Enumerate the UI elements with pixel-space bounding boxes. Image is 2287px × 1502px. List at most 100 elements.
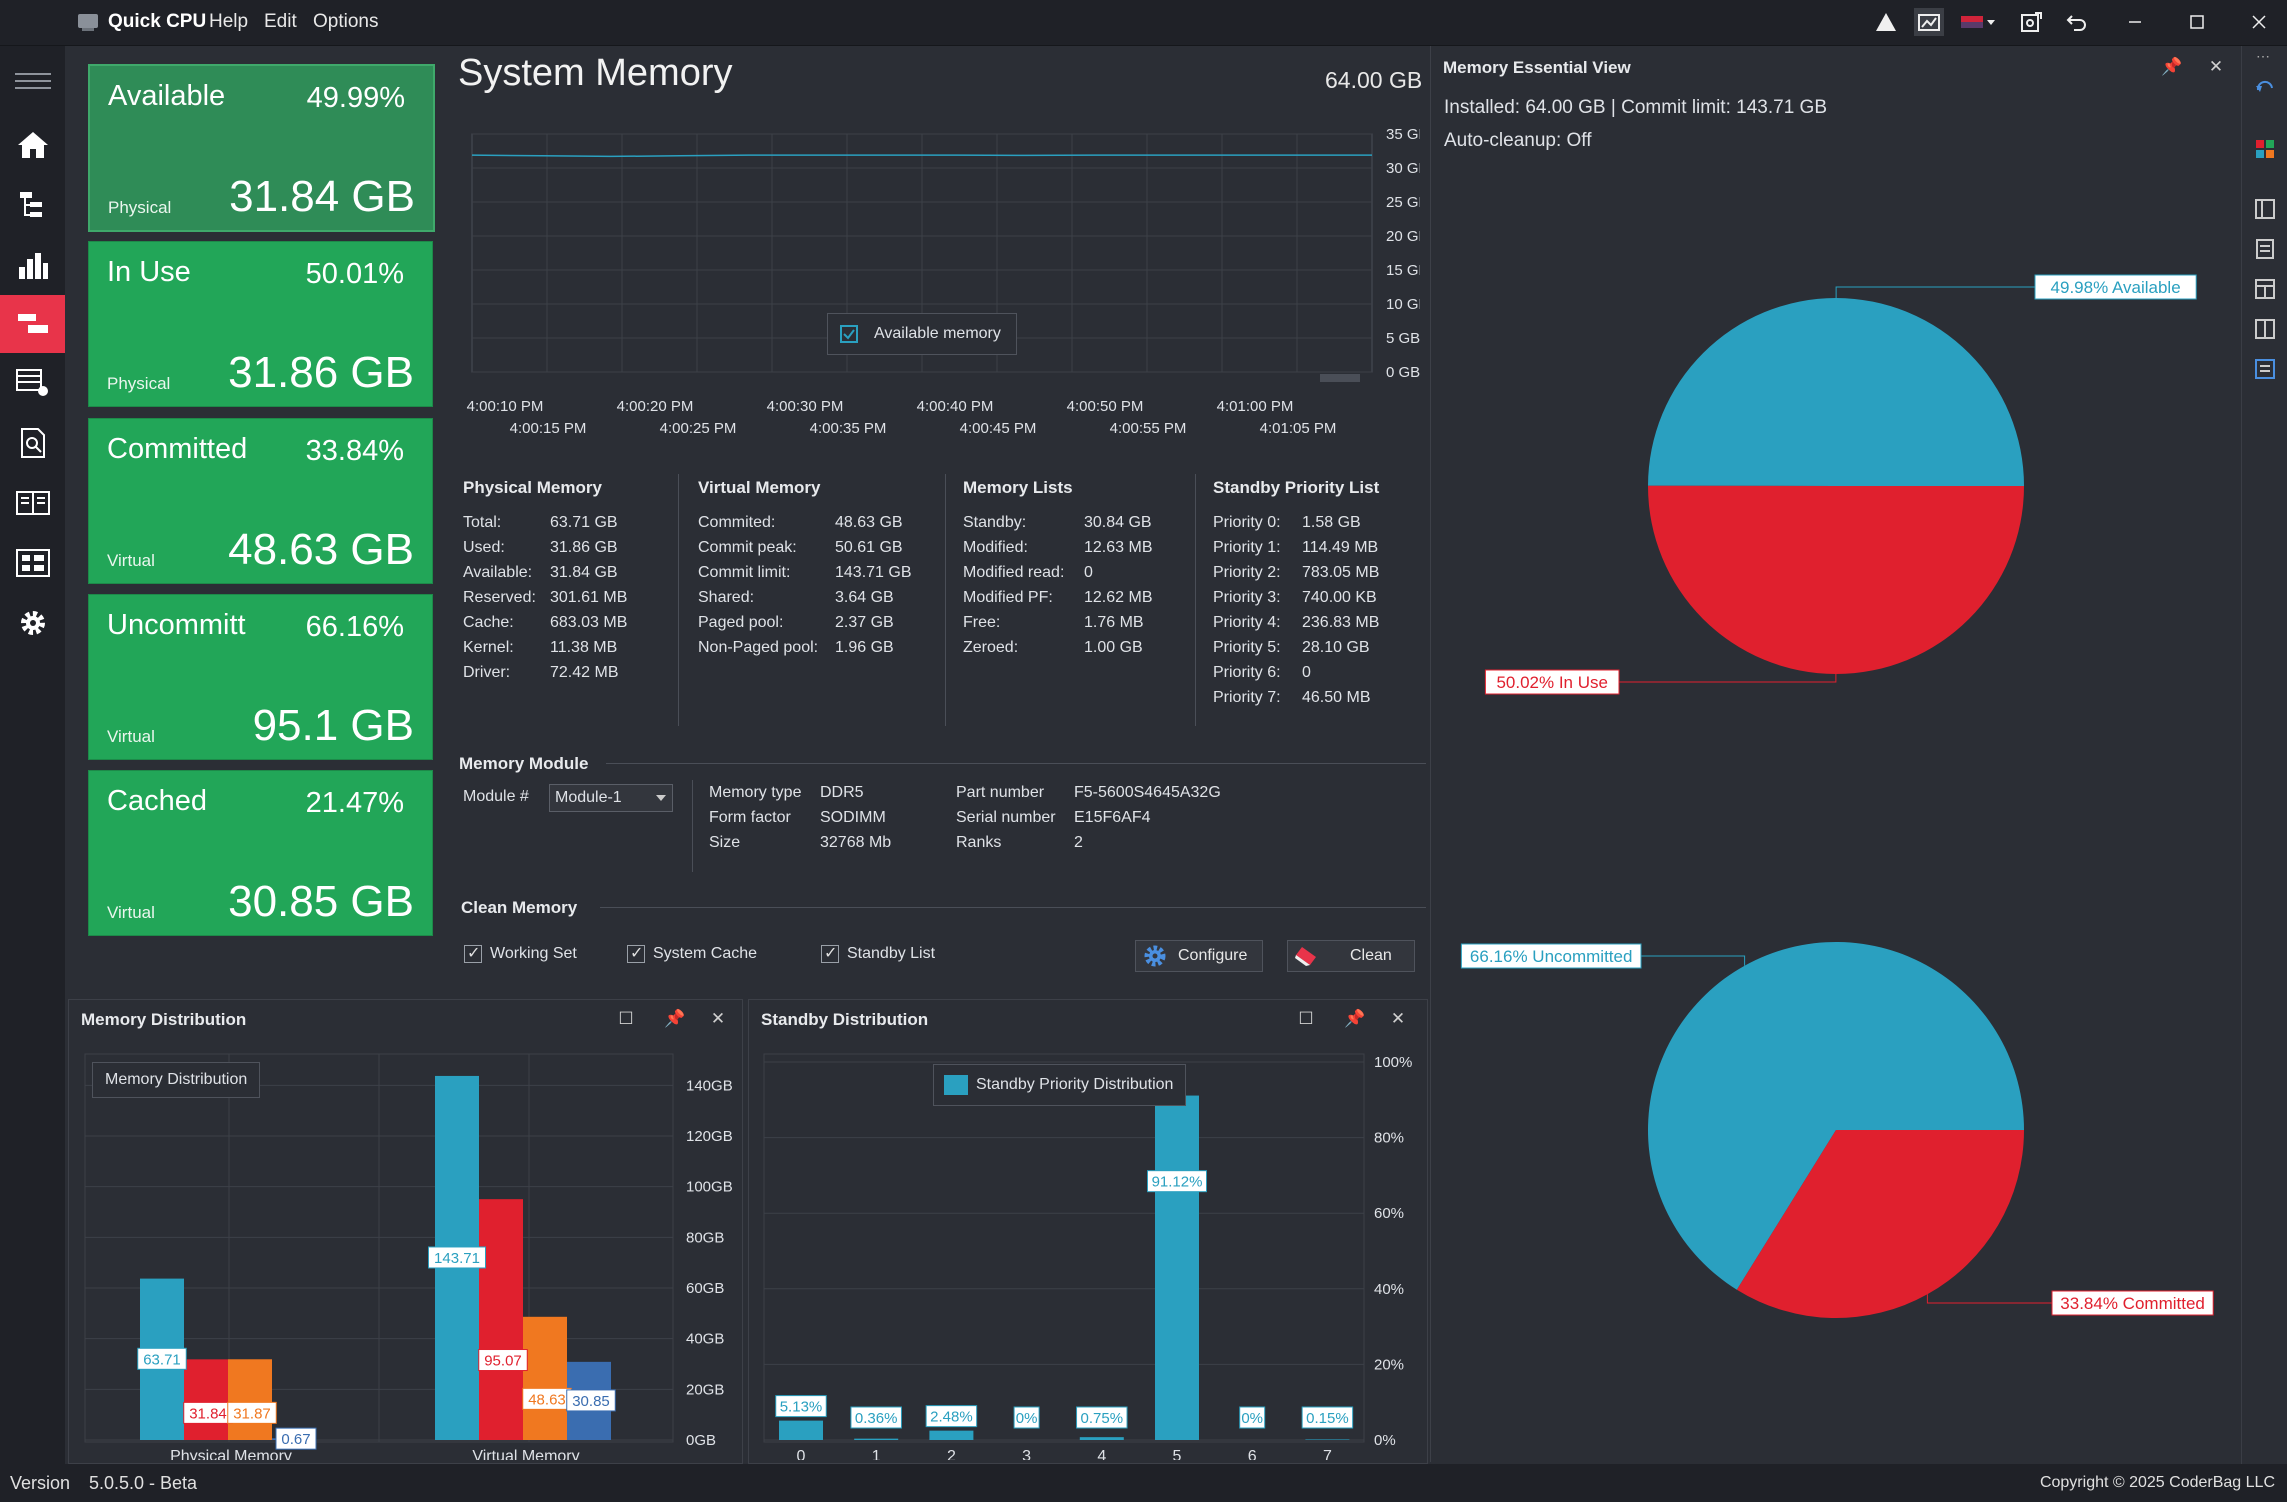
document-search-icon[interactable] [0,414,65,472]
info-value: 32768 Mb [820,834,892,851]
legend-checkbox[interactable] [840,325,858,343]
info-key: Available: [463,564,533,581]
info-row: Priority 1: 114.49 MB [1213,539,1378,557]
pie-slice [1736,1130,2024,1318]
info-value: 783.05 MB [1302,564,1380,581]
bar [523,1316,567,1440]
configure-button[interactable]: Configure [1135,940,1263,972]
data-label: 2.48% [930,1409,973,1426]
layout-icon[interactable] [2254,198,2276,220]
screenshot-icon[interactable] [1914,8,1944,36]
close-panel-icon[interactable]: ✕ [710,1009,726,1028]
right-rail: ⋯ [2241,46,2287,1464]
chart-legend[interactable]: Available memory [827,313,1017,355]
minimize-icon[interactable] [2120,8,2150,36]
info-value: E15F6AF4 [1074,809,1151,826]
close-panel-icon[interactable]: ✕ [1390,1009,1406,1028]
info-key: Standby: [963,514,1027,531]
info-key: Driver: [463,664,511,681]
info-value: 114.49 MB [1302,539,1379,556]
chart-scrollbar[interactable] [1320,374,1360,382]
tree-view-icon[interactable] [0,176,65,234]
close-icon[interactable] [2244,8,2274,36]
auto-cleanup-info: Auto-cleanup: Off [1444,130,1592,151]
card-in-use[interactable]: In Use 50.01% Physical 31.86 GB [88,241,433,407]
undo-icon[interactable] [2062,8,2092,36]
x-tick-label: 4:00:40 PM [917,398,994,415]
pie-label-box [1484,669,1620,695]
module-label: Module # [463,788,529,805]
export-icon[interactable] [2016,8,2046,36]
y-tick-label: 120GB [686,1128,733,1145]
card-value: 30.85 GB [228,877,414,926]
memory-nav-icon[interactable] [0,295,65,353]
maximize-icon[interactable] [2182,8,2212,36]
pin-icon[interactable]: 📌 [2161,57,2183,76]
card-uncommitted[interactable]: Uncommitt 66.16% Virtual 95.1 GB [88,594,433,760]
x-tick-label: 4:00:35 PM [810,420,887,437]
details-icon[interactable] [2254,358,2276,380]
info-row: Priority 2: 783.05 MB [1213,564,1379,582]
book-icon[interactable] [0,474,65,532]
close-panel-icon[interactable]: ✕ [2208,57,2224,76]
module-select[interactable]: Module-1 [549,784,673,812]
y-tick-label: 20 GB [1386,228,1420,245]
card-label: Uncommitt [107,609,246,641]
panel-layout-icon[interactable] [2254,278,2276,300]
card-committed[interactable]: Committed 33.84% Virtual 48.63 GB [88,418,433,584]
menu-options[interactable]: Options [313,11,379,32]
bar [779,1420,823,1440]
color-grid-icon[interactable] [2254,138,2276,160]
working-set-checkbox[interactable] [464,943,482,963]
clean-label: Clean [1350,947,1392,964]
settings-gear-icon[interactable] [0,594,65,652]
card-sub: Physical [108,198,172,217]
card-cached[interactable]: Cached 21.47% Virtual 30.85 GB [88,770,433,936]
info-key: Free: [963,614,1001,631]
list-icon[interactable] [2254,238,2276,260]
info-value: 301.61 MB [550,589,628,606]
info-value: 2 [1074,834,1083,851]
info-key: Cache: [463,614,514,631]
more-icon[interactable]: ⋯ [2256,48,2270,64]
info-key: Priority 6: [1213,664,1281,681]
menu-edit[interactable]: Edit [264,11,297,32]
standby-list-checkbox[interactable] [821,943,839,963]
maximize-panel-icon[interactable]: ☐ [1298,1009,1314,1028]
pin-icon[interactable]: 📌 [664,1009,686,1028]
bar [1155,1095,1199,1440]
bar-chart-icon[interactable] [0,236,65,294]
memory-lists-title: Memory Lists [963,478,1073,497]
columns-icon[interactable] [2254,318,2276,340]
info-value: 2.37 GB [835,614,894,631]
info-key: Commit limit: [698,564,791,581]
dashboard-icon[interactable] [0,534,65,592]
x-tick-label: 4:00:45 PM [960,420,1037,437]
info-value: 63.71 GB [550,514,618,531]
clean-memory-title: Clean Memory [461,898,578,917]
info-row: Modified read: 0 [963,564,1093,582]
standby-priority-title: Standby Priority List [1213,478,1380,497]
info-row: Commit peak: 50.61 GB [698,539,903,557]
info-value: 31.84 GB [550,564,618,581]
hamburger-menu-icon[interactable] [0,58,65,104]
card-label: Available [108,80,226,112]
theme-color-icon[interactable] [1958,8,1998,36]
y-tick-label: 80GB [686,1229,724,1246]
warning-icon[interactable] [1871,8,1901,36]
pie-label: 49.98% Available [2051,278,2181,297]
menu-help[interactable]: Help [209,11,249,32]
pin-icon[interactable]: 📌 [1344,1009,1366,1028]
maximize-panel-icon[interactable]: ☐ [618,1009,634,1028]
table-settings-icon[interactable] [0,354,65,412]
y-tick-label: 100GB [686,1179,733,1196]
system-cache-checkbox[interactable] [627,943,645,963]
refresh-icon[interactable] [2254,80,2276,102]
info-key: Non-Paged pool: [698,639,819,656]
app-name: Quick CPU [108,11,207,32]
x-tick-label: 4:00:10 PM [467,398,544,415]
home-icon[interactable] [0,116,65,174]
card-available[interactable]: Available 49.99% Physical 31.84 GB [88,64,435,232]
card-percent: 66.16% [305,611,404,643]
clean-button[interactable]: Clean [1287,940,1415,972]
